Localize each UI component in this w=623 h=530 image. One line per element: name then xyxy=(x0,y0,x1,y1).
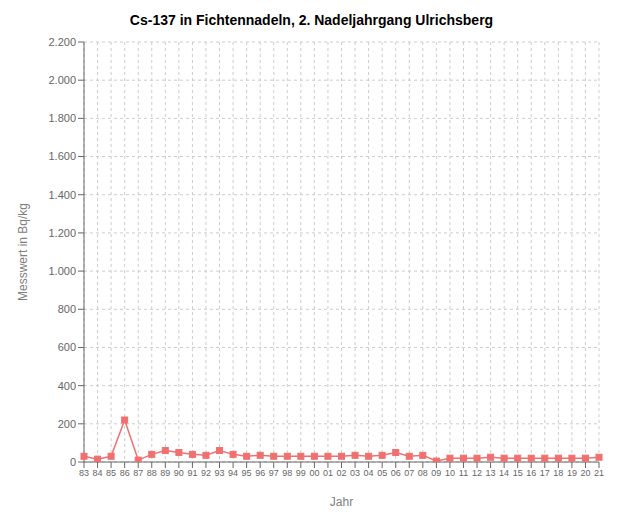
svg-text:97: 97 xyxy=(269,468,279,478)
svg-text:91: 91 xyxy=(187,468,197,478)
svg-text:90: 90 xyxy=(174,468,184,478)
svg-text:07: 07 xyxy=(404,468,414,478)
svg-text:86: 86 xyxy=(120,468,130,478)
svg-text:1.800: 1.800 xyxy=(48,112,76,124)
svg-text:1.200: 1.200 xyxy=(48,227,76,239)
svg-text:93: 93 xyxy=(215,468,225,478)
svg-text:0: 0 xyxy=(70,456,76,468)
svg-text:12: 12 xyxy=(472,468,482,478)
svg-text:17: 17 xyxy=(540,468,550,478)
svg-text:15: 15 xyxy=(513,468,523,478)
svg-text:1.400: 1.400 xyxy=(48,189,76,201)
svg-text:06: 06 xyxy=(391,468,401,478)
svg-text:99: 99 xyxy=(296,468,306,478)
svg-text:21: 21 xyxy=(594,468,604,478)
svg-text:Messwert in Bq/kg: Messwert in Bq/kg xyxy=(16,203,30,301)
svg-text:89: 89 xyxy=(160,468,170,478)
html-text:Cs-137 in Fichtennadeln, 2. Na: Cs-137 in Fichtennadeln, 2. Nadeljahrgan… xyxy=(129,12,494,28)
svg-text:05: 05 xyxy=(377,468,387,478)
svg-text:1.000: 1.000 xyxy=(48,265,76,277)
svg-text:14: 14 xyxy=(499,468,509,478)
svg-text:2.200: 2.200 xyxy=(48,36,76,48)
svg-text:83: 83 xyxy=(79,468,89,478)
svg-text:02: 02 xyxy=(336,468,346,478)
svg-text:18: 18 xyxy=(553,468,563,478)
svg-text:Jahr: Jahr xyxy=(330,495,353,509)
svg-text:94: 94 xyxy=(228,468,238,478)
svg-text:88: 88 xyxy=(147,468,157,478)
svg-text:800: 800 xyxy=(58,303,76,315)
svg-text:01: 01 xyxy=(323,468,333,478)
svg-text:200: 200 xyxy=(58,418,76,430)
svg-text:16: 16 xyxy=(526,468,536,478)
svg-text:600: 600 xyxy=(58,341,76,353)
svg-text:00: 00 xyxy=(309,468,319,478)
svg-text:20: 20 xyxy=(580,468,590,478)
svg-text:87: 87 xyxy=(133,468,143,478)
svg-text:03: 03 xyxy=(350,468,360,478)
svg-text:10: 10 xyxy=(445,468,455,478)
svg-text:95: 95 xyxy=(242,468,252,478)
svg-text:85: 85 xyxy=(106,468,116,478)
svg-text:19: 19 xyxy=(567,468,577,478)
svg-text:96: 96 xyxy=(255,468,265,478)
svg-text:11: 11 xyxy=(459,468,468,478)
svg-text:84: 84 xyxy=(93,468,103,478)
svg-text:400: 400 xyxy=(58,380,76,392)
svg-text:1.600: 1.600 xyxy=(48,150,76,162)
svg-text:13: 13 xyxy=(486,468,496,478)
svg-text:92: 92 xyxy=(201,468,211,478)
svg-text:08: 08 xyxy=(418,468,428,478)
svg-text:2.000: 2.000 xyxy=(48,74,76,86)
svg-text:98: 98 xyxy=(282,468,292,478)
svg-text:09: 09 xyxy=(431,468,441,478)
svg-text:04: 04 xyxy=(364,468,374,478)
